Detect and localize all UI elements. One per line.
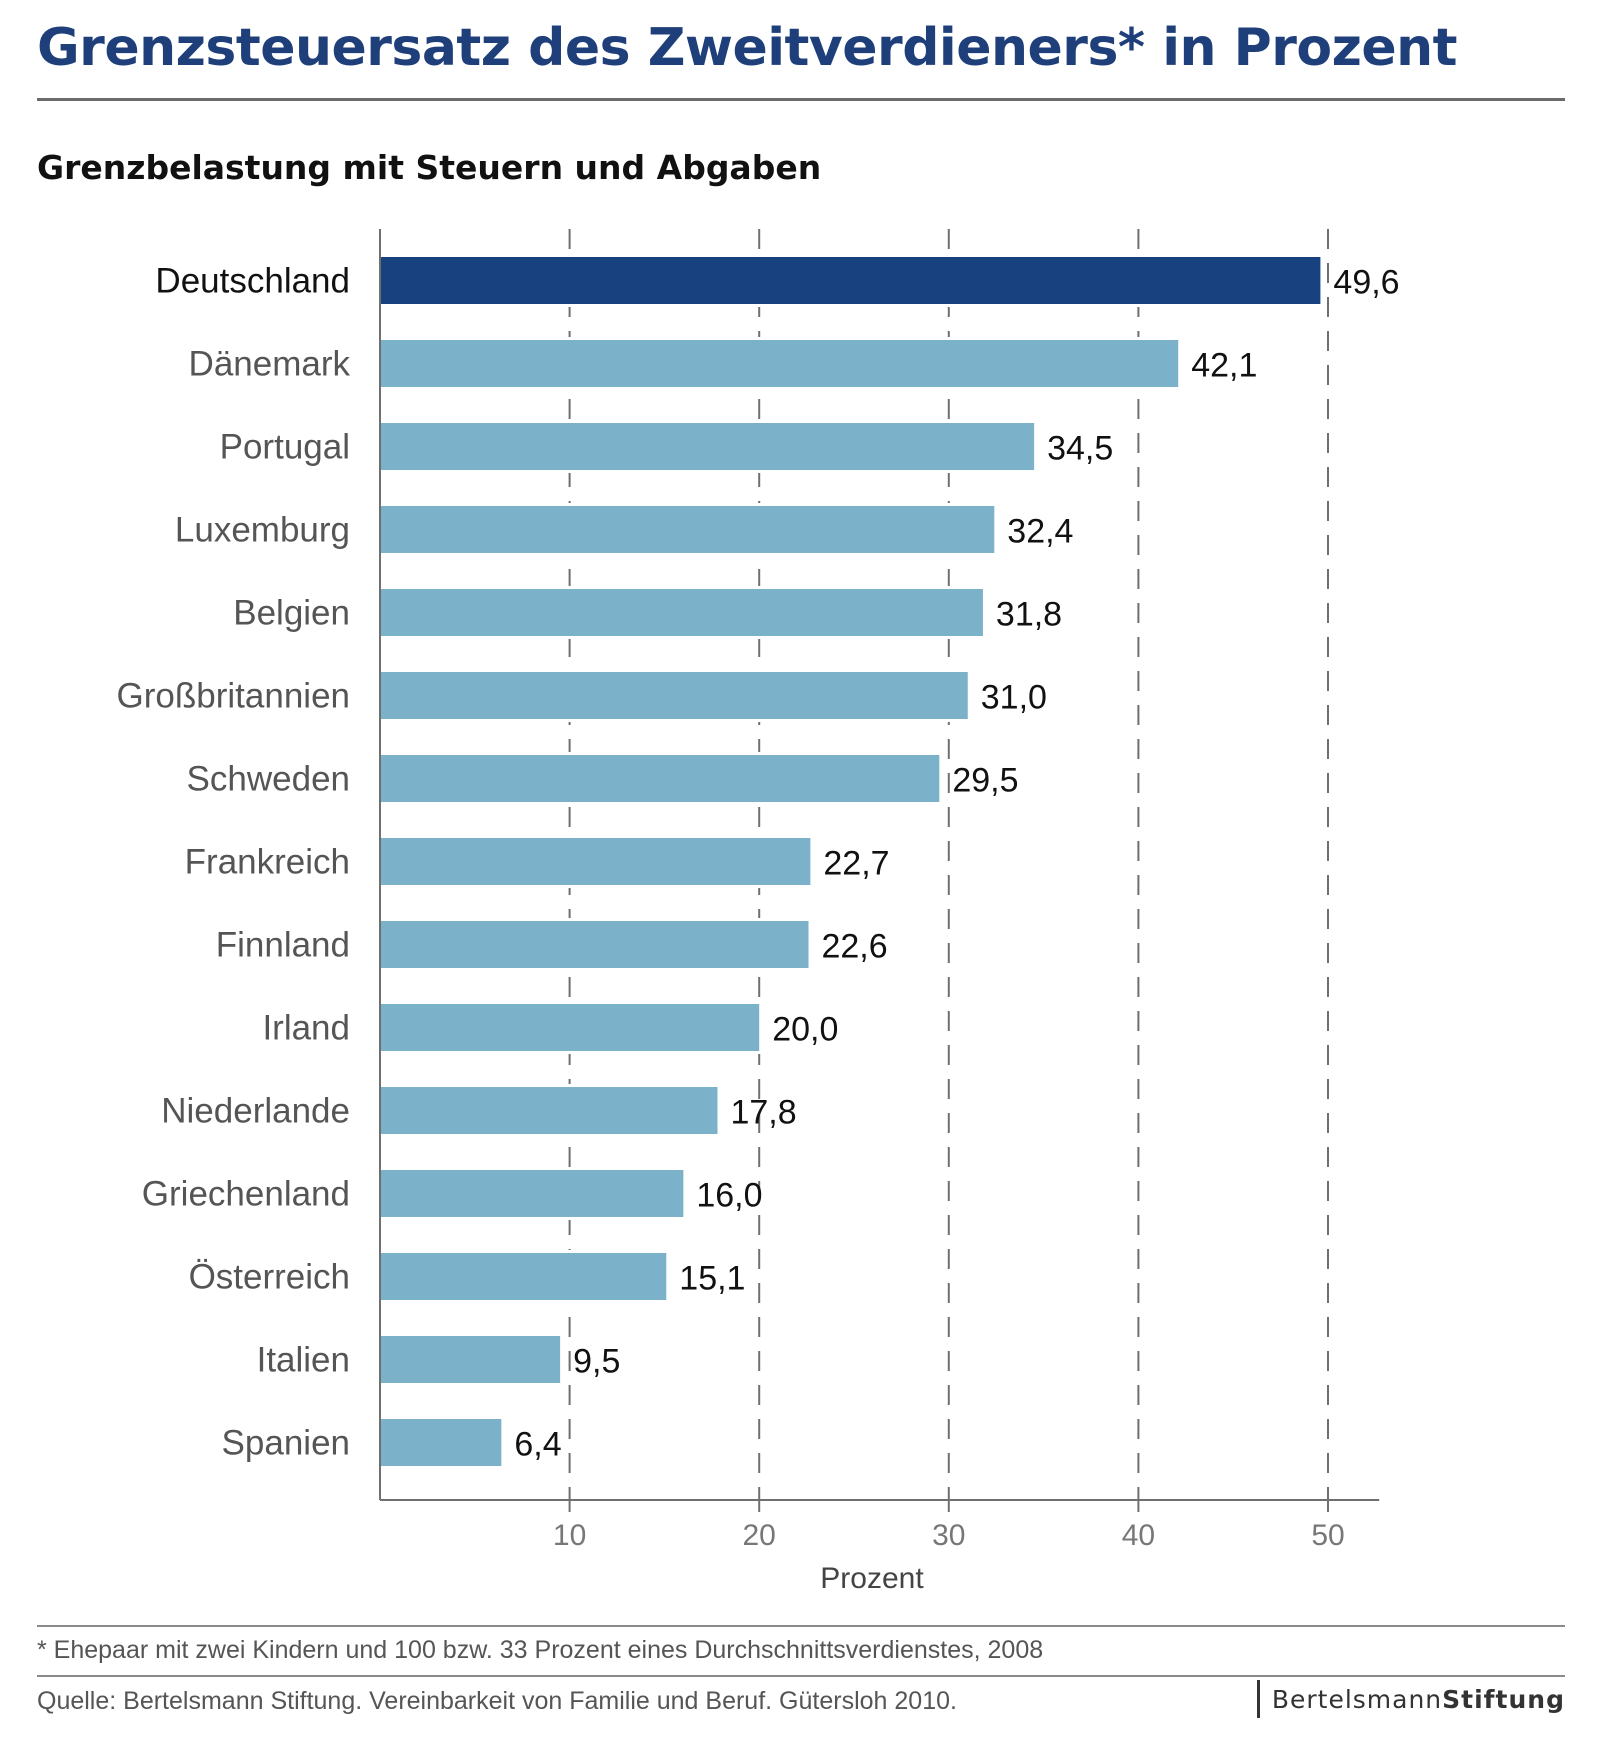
x-tick-label: 20 bbox=[743, 1519, 776, 1552]
category-label: Luxemburg bbox=[175, 511, 350, 550]
value-label: 20,0 bbox=[772, 1011, 838, 1049]
bar-griechenland bbox=[380, 1170, 684, 1217]
bar-portugal bbox=[380, 423, 1035, 470]
footnote-divider bbox=[37, 1625, 1565, 1627]
bar-großbritannien bbox=[380, 672, 968, 719]
value-label: 16,0 bbox=[696, 1177, 762, 1215]
value-label: 42,1 bbox=[1191, 347, 1257, 385]
x-tick-label: 30 bbox=[932, 1519, 965, 1552]
bar-luxemburg bbox=[380, 506, 995, 553]
logo-text-part2: Stiftung bbox=[1442, 1684, 1565, 1714]
bar-spanien bbox=[380, 1419, 502, 1466]
bar-dänemark bbox=[380, 340, 1179, 387]
bar-schweden bbox=[380, 755, 940, 802]
source-note: Quelle: Bertelsmann Stiftung. Vereinbark… bbox=[37, 1687, 957, 1715]
source-divider bbox=[37, 1675, 1565, 1677]
category-label: Frankreich bbox=[185, 843, 350, 882]
x-tick-label: 40 bbox=[1122, 1519, 1155, 1552]
title-divider bbox=[37, 98, 1565, 101]
bar-österreich bbox=[380, 1253, 667, 1300]
bar-chart: 10 20 30 40 50 Deutschland 49,6 Dänemark 42,1 Po… bbox=[117, 229, 1400, 1595]
category-label: Dänemark bbox=[189, 345, 351, 384]
x-tick-label: 50 bbox=[1311, 1519, 1344, 1552]
value-label: 34,5 bbox=[1047, 430, 1113, 468]
category-label: Griechenland bbox=[142, 1175, 350, 1214]
bar-italien bbox=[380, 1336, 561, 1383]
category-label: Österreich bbox=[189, 1258, 350, 1297]
category-label: Italien bbox=[257, 1341, 350, 1380]
category-label: Finnland bbox=[216, 926, 350, 965]
value-label: 32,4 bbox=[1007, 513, 1073, 551]
category-label: Spanien bbox=[222, 1424, 350, 1463]
value-label: 9,5 bbox=[573, 1343, 620, 1381]
category-label: Belgien bbox=[233, 594, 350, 633]
x-tick-label: 10 bbox=[553, 1519, 586, 1552]
bertelsmann-stiftung-logo: Bertelsmann Stiftung bbox=[1256, 1680, 1565, 1718]
category-label: Irland bbox=[262, 1009, 350, 1048]
chart-subtitle: Grenzbelastung mit Steuern und Abgaben bbox=[37, 148, 822, 187]
value-label: 29,5 bbox=[952, 762, 1018, 800]
value-label: 31,8 bbox=[996, 596, 1062, 634]
category-label: Großbritannien bbox=[117, 677, 350, 716]
bar-belgien bbox=[380, 589, 983, 636]
value-label: 49,6 bbox=[1333, 264, 1399, 302]
category-label: Deutschland bbox=[155, 262, 350, 301]
logo-text-part1: Bertelsmann bbox=[1271, 1684, 1443, 1714]
value-label: 22,7 bbox=[823, 845, 889, 883]
value-label: 17,8 bbox=[730, 1094, 796, 1132]
category-label: Schweden bbox=[187, 760, 350, 799]
x-axis-title: Prozent bbox=[820, 1562, 924, 1595]
bar-irland bbox=[380, 1004, 760, 1051]
bars bbox=[380, 254, 1324, 1469]
category-label: Niederlande bbox=[161, 1092, 350, 1131]
category-label: Portugal bbox=[220, 428, 350, 467]
bar-finnland bbox=[380, 921, 809, 968]
bar-deutschland bbox=[380, 257, 1321, 304]
bar-frankreich bbox=[380, 838, 811, 885]
value-label: 22,6 bbox=[821, 928, 887, 966]
value-label: 6,4 bbox=[514, 1426, 561, 1464]
value-label: 31,0 bbox=[981, 679, 1047, 717]
labels: Deutschland 49,6 Dänemark 42,1 Portugal 34,5 L… bbox=[117, 262, 1400, 1464]
footnote: * Ehepaar mit zwei Kindern und 100 bzw. … bbox=[37, 1636, 1044, 1664]
axes: 10 20 30 40 50 bbox=[379, 229, 1380, 1552]
value-label: 15,1 bbox=[679, 1260, 745, 1298]
chart-title: Grenzsteuersatz des Zweitverdieners* in … bbox=[37, 18, 1458, 78]
bar-niederlande bbox=[380, 1087, 718, 1134]
